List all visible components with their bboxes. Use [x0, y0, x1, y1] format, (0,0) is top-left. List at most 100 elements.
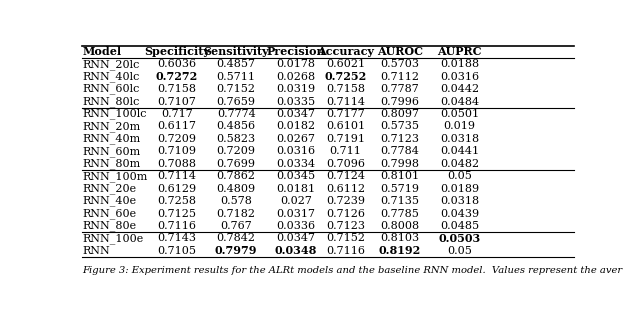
Text: RNN_40m: RNN_40m: [83, 133, 141, 144]
Text: 0.7114: 0.7114: [157, 171, 196, 181]
Text: 0.0482: 0.0482: [440, 159, 479, 169]
Text: Specificity: Specificity: [144, 46, 210, 57]
Text: 0.4856: 0.4856: [217, 121, 256, 131]
Text: 0.7979: 0.7979: [215, 245, 257, 256]
Text: 0.7239: 0.7239: [326, 196, 365, 206]
Text: 0.767: 0.767: [220, 221, 252, 231]
Text: 0.717: 0.717: [161, 109, 193, 119]
Text: 0.6112: 0.6112: [326, 184, 365, 194]
Text: 0.0335: 0.0335: [276, 96, 316, 107]
Text: 0.8103: 0.8103: [380, 233, 419, 243]
Text: RNN_20m: RNN_20m: [83, 121, 141, 132]
Text: 0.7158: 0.7158: [157, 84, 196, 94]
Text: 0.7862: 0.7862: [217, 171, 256, 181]
Text: 0.0501: 0.0501: [440, 109, 479, 119]
Text: 0.6036: 0.6036: [157, 59, 196, 69]
Text: 0.0347: 0.0347: [276, 233, 316, 243]
Text: 0.7116: 0.7116: [326, 246, 365, 256]
Text: 0.4857: 0.4857: [217, 59, 256, 69]
Text: RNN_80m: RNN_80m: [83, 158, 141, 169]
Text: 0.8101: 0.8101: [380, 171, 419, 181]
Text: 0.0485: 0.0485: [440, 221, 479, 231]
Text: RNN_40e: RNN_40e: [83, 196, 136, 206]
Text: 0.7258: 0.7258: [157, 196, 196, 206]
Text: RNN_40lc: RNN_40lc: [83, 71, 140, 82]
Text: 0.7112: 0.7112: [380, 72, 419, 82]
Text: Figure 3: Experiment results for the ALRt models and the baseline RNN model.  Va: Figure 3: Experiment results for the ALR…: [83, 266, 623, 275]
Text: 0.0441: 0.0441: [440, 146, 479, 156]
Text: 0.05: 0.05: [447, 246, 472, 256]
Text: 0.0317: 0.0317: [276, 209, 316, 218]
Text: 0.5703: 0.5703: [380, 59, 419, 69]
Text: 0.7123: 0.7123: [380, 134, 419, 144]
Text: 0.7177: 0.7177: [326, 109, 365, 119]
Text: Sensitivity: Sensitivity: [204, 46, 269, 57]
Text: 0.7152: 0.7152: [217, 84, 256, 94]
Text: 0.0318: 0.0318: [440, 134, 479, 144]
Text: 0.7109: 0.7109: [157, 146, 196, 156]
Text: 0.6117: 0.6117: [157, 121, 196, 131]
Text: 0.6129: 0.6129: [157, 184, 196, 194]
Text: 0.7123: 0.7123: [326, 221, 365, 231]
Text: 0.7842: 0.7842: [217, 233, 256, 243]
Text: 0.7096: 0.7096: [326, 159, 365, 169]
Text: 0.0316: 0.0316: [440, 72, 479, 82]
Text: 0.019: 0.019: [444, 121, 476, 131]
Text: 0.7191: 0.7191: [326, 134, 365, 144]
Text: 0.0439: 0.0439: [440, 209, 479, 218]
Text: 0.0503: 0.0503: [438, 233, 481, 244]
Text: 0.0319: 0.0319: [276, 84, 316, 94]
Text: 0.5711: 0.5711: [217, 72, 256, 82]
Text: RNN_60m: RNN_60m: [83, 146, 141, 157]
Text: 0.5719: 0.5719: [380, 184, 419, 194]
Text: 0.7125: 0.7125: [157, 209, 196, 218]
Text: 0.7659: 0.7659: [217, 96, 256, 107]
Text: 0.7088: 0.7088: [157, 159, 196, 169]
Text: 0.0345: 0.0345: [276, 171, 316, 181]
Text: RNN_100e: RNN_100e: [83, 233, 144, 244]
Text: 0.0268: 0.0268: [276, 72, 316, 82]
Text: Precision: Precision: [266, 46, 325, 57]
Text: AUROC: AUROC: [377, 46, 423, 57]
Text: 0.05: 0.05: [447, 171, 472, 181]
Text: 0.0484: 0.0484: [440, 96, 479, 107]
Text: 0.711: 0.711: [330, 146, 362, 156]
Text: RNN_60lc: RNN_60lc: [83, 84, 140, 95]
Text: 0.7126: 0.7126: [326, 209, 365, 218]
Text: 0.0336: 0.0336: [276, 221, 316, 231]
Text: Accuracy: Accuracy: [317, 46, 374, 57]
Text: 0.6021: 0.6021: [326, 59, 365, 69]
Text: 0.7785: 0.7785: [381, 209, 419, 218]
Text: 0.7105: 0.7105: [157, 246, 196, 256]
Text: 0.0189: 0.0189: [440, 184, 479, 194]
Text: 0.5823: 0.5823: [217, 134, 256, 144]
Text: 0.7209: 0.7209: [157, 134, 196, 144]
Text: 0.0178: 0.0178: [276, 59, 316, 69]
Text: 0.0442: 0.0442: [440, 84, 479, 94]
Text: 0.6101: 0.6101: [326, 121, 365, 131]
Text: RNN: RNN: [83, 246, 110, 256]
Text: 0.0188: 0.0188: [440, 59, 479, 69]
Text: 0.7272: 0.7272: [156, 71, 198, 82]
Text: 0.4809: 0.4809: [217, 184, 256, 194]
Text: 0.5735: 0.5735: [380, 121, 419, 131]
Text: RNN_100m: RNN_100m: [83, 171, 148, 181]
Text: RNN_60e: RNN_60e: [83, 208, 136, 219]
Text: Model: Model: [83, 46, 122, 57]
Text: RNN_80e: RNN_80e: [83, 221, 136, 231]
Text: 0.027: 0.027: [280, 196, 312, 206]
Text: 0.7787: 0.7787: [381, 84, 419, 94]
Text: RNN_80lc: RNN_80lc: [83, 96, 140, 107]
Text: 0.7114: 0.7114: [326, 96, 365, 107]
Text: 0.0181: 0.0181: [276, 184, 316, 194]
Text: 0.8192: 0.8192: [379, 245, 421, 256]
Text: RNN_20e: RNN_20e: [83, 183, 136, 194]
Text: 0.0316: 0.0316: [276, 146, 316, 156]
Text: 0.7143: 0.7143: [157, 233, 196, 243]
Text: 0.7252: 0.7252: [324, 71, 367, 82]
Text: AUPRC: AUPRC: [437, 46, 482, 57]
Text: 0.0334: 0.0334: [276, 159, 316, 169]
Text: 0.7996: 0.7996: [380, 96, 419, 107]
Text: 0.7784: 0.7784: [381, 146, 419, 156]
Text: 0.7152: 0.7152: [326, 233, 365, 243]
